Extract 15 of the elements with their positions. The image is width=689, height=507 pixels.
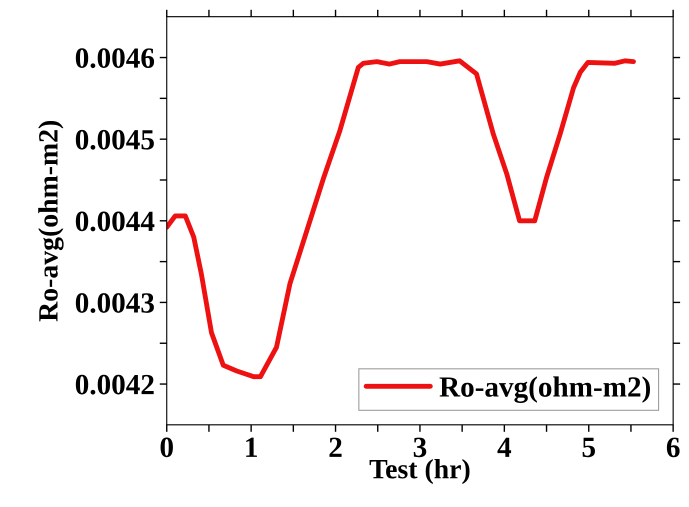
y-axis-title: Ro-avg(ohm-m2) [38, 120, 64, 322]
y-tick-label: 0.0042 [76, 374, 154, 395]
y-tick-label: 0.0045 [76, 130, 154, 150]
x-axis-title: Test (hr) [370, 458, 470, 484]
x-tick-label: 1 [246, 438, 257, 457]
x-tick-label: 3 [414, 438, 426, 458]
legend-label: Ro-avg(ohm-m2) [440, 376, 650, 403]
x-tick-label: 2 [329, 438, 342, 457]
x-tick-label: 6 [666, 438, 680, 458]
y-tick-label: 0.0046 [76, 48, 154, 68]
y-tick-label: 0.0043 [76, 293, 154, 313]
x-tick-label: 5 [582, 438, 595, 458]
y-tick-label: 0.0044 [76, 212, 154, 232]
x-tick-label: 0 [160, 438, 173, 458]
x-tick-label: 4 [497, 438, 512, 457]
